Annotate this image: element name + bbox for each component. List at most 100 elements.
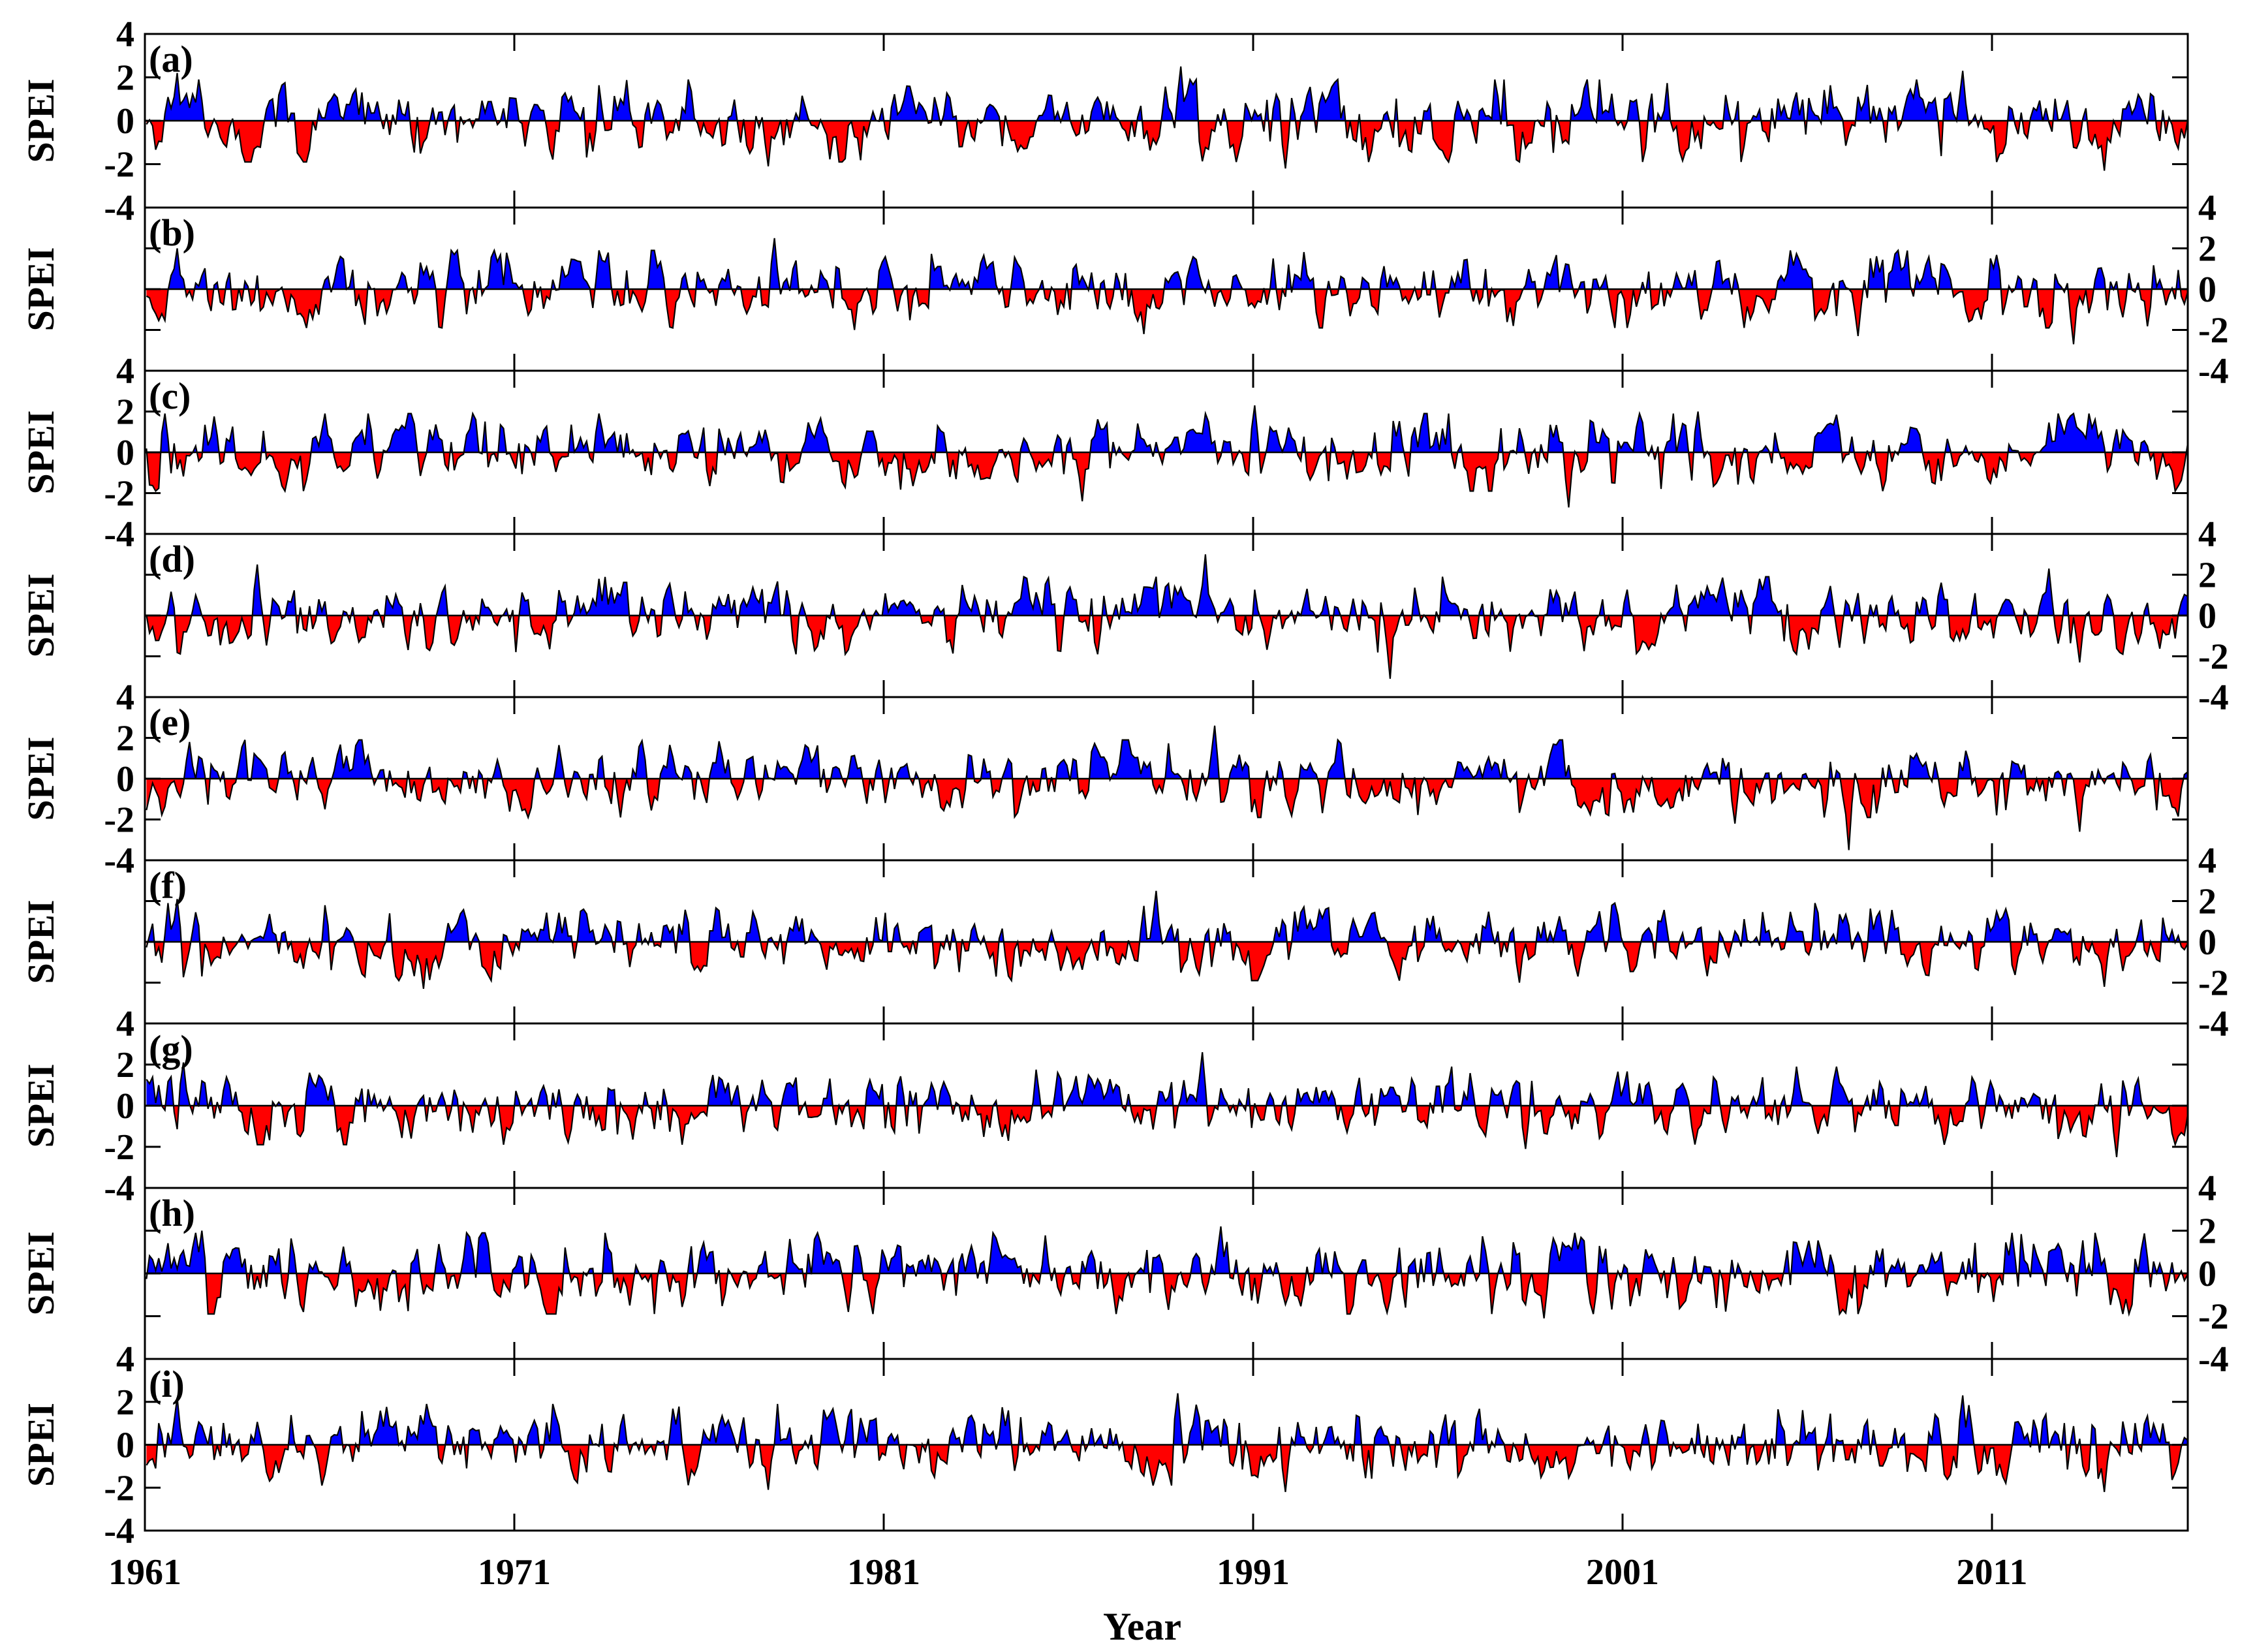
spei-series-line — [146, 554, 2188, 679]
negative-area — [161, 1106, 2188, 1157]
panel-label: (g) — [149, 1027, 193, 1070]
y-tick-label: 0 — [116, 101, 134, 142]
panel-d: 420-2-4(d)SPEI — [20, 514, 2229, 718]
y-tick-label: 2 — [116, 719, 134, 759]
panel-c: 420-2-4 (c) SPEI — [20, 351, 2189, 555]
spei-series-line — [146, 1052, 2188, 1157]
y-tick-label: -2 — [2198, 311, 2229, 351]
y-tick-label: 0 — [116, 433, 134, 473]
y-axis-label: SPEI — [20, 1403, 62, 1487]
y-tick-label: 0 — [116, 1086, 134, 1127]
positive-area — [146, 554, 2188, 616]
y-tick-label: -4 — [2198, 1004, 2229, 1044]
panel-g: 420-2-4 (g) SPEI — [20, 1004, 2189, 1209]
negative-area — [146, 1444, 2183, 1492]
panel-f: 420-2-4(f)SPEI — [20, 841, 2229, 1044]
y-tick-label: -4 — [2198, 678, 2229, 718]
y-tick-label: -2 — [104, 474, 134, 514]
x-tick-label: 2001 — [1586, 1552, 1659, 1593]
panel-a: 420-2-4 (a) SPEI — [20, 14, 2189, 228]
panel-label: (f) — [149, 864, 187, 907]
negative-area — [146, 779, 2184, 850]
y-tick-label: -4 — [2198, 351, 2229, 392]
x-tick-label: 1991 — [1217, 1552, 1290, 1593]
y-tick-label: 0 — [2198, 1254, 2216, 1294]
y-tick-label: 4 — [116, 1004, 134, 1044]
y-tick-label: 0 — [2198, 270, 2216, 310]
panel-label: (h) — [149, 1192, 195, 1234]
y-axis-label: SPEI — [20, 900, 62, 984]
panel-label: (b) — [149, 211, 195, 254]
y-tick-label: -4 — [104, 841, 134, 881]
y-tick-label: 0 — [2198, 922, 2216, 963]
y-tick-label: -4 — [2198, 1339, 2229, 1380]
y-tick-label: -4 — [104, 1168, 134, 1209]
y-tick-label: 2 — [116, 1045, 134, 1085]
negative-area — [146, 942, 2188, 989]
y-tick-label: 4 — [116, 14, 134, 55]
negative-area — [146, 616, 2179, 679]
y-tick-label: 4 — [116, 678, 134, 718]
y-tick-label: 0 — [116, 1426, 134, 1466]
y-tick-label: 2 — [2198, 882, 2216, 922]
y-tick-label: -4 — [104, 514, 134, 555]
y-tick-label: 4 — [116, 351, 134, 392]
panel-label: (d) — [149, 538, 195, 580]
y-tick-label: -2 — [104, 1468, 134, 1508]
panel-i: 420-2-4 (i) SPEI — [20, 1339, 2189, 1551]
y-tick-label: -2 — [2198, 1297, 2229, 1337]
y-tick-label: -2 — [104, 145, 134, 185]
panel-label: (c) — [149, 375, 191, 417]
negative-area — [146, 289, 2188, 345]
spei-series-line — [146, 238, 2188, 345]
positive-area — [148, 890, 2180, 942]
panels-group: 420-2-4(a)SPEI420-2-4(b)SPEI420-2-4(c)SP… — [20, 14, 2229, 1593]
positive-area — [146, 1052, 2143, 1106]
positive-area — [146, 405, 2188, 452]
panel-label: (e) — [149, 701, 191, 743]
y-axis-label: SPEI — [20, 1232, 62, 1316]
y-tick-label: -2 — [104, 1127, 134, 1168]
positive-area — [183, 725, 2188, 779]
y-tick-label: 2 — [2198, 555, 2216, 596]
y-axis-label: SPEI — [20, 79, 62, 163]
positive-area — [149, 66, 2171, 121]
y-axis-label: SPEI — [20, 411, 62, 495]
y-tick-label: -2 — [2198, 637, 2229, 678]
panel-e: 420-2-4 (e) SPEI — [20, 678, 2189, 881]
y-tick-label: 4 — [2198, 514, 2216, 555]
spei-series-line — [146, 66, 2188, 171]
spei-series-line — [146, 1393, 2188, 1492]
spei-series-line — [146, 405, 2188, 508]
positive-area — [157, 1393, 2188, 1445]
spei-series-line — [146, 890, 2188, 990]
y-axis-label: SPEI — [20, 247, 62, 332]
positive-area — [147, 1226, 2183, 1273]
spei-series-line — [146, 725, 2188, 850]
y-tick-label: 2 — [2198, 1211, 2216, 1252]
x-axis-label: Year — [1103, 1605, 1181, 1648]
x-tick-label: 2011 — [1957, 1552, 2028, 1593]
y-tick-label: -2 — [104, 800, 134, 841]
y-tick-label: 4 — [2198, 188, 2216, 228]
negative-area — [146, 1273, 2188, 1318]
x-tick-label: 1981 — [847, 1552, 920, 1593]
y-tick-label: 4 — [116, 1339, 134, 1380]
y-tick-label: 4 — [2198, 841, 2216, 881]
y-tick-label: 2 — [116, 1382, 134, 1423]
negative-area — [146, 121, 2188, 171]
y-axis-label: SPEI — [20, 574, 62, 658]
y-axis-label: SPEI — [20, 737, 62, 821]
y-tick-label: 2 — [116, 392, 134, 433]
y-tick-label: 0 — [2198, 596, 2216, 636]
y-axis-label: SPEI — [20, 1064, 62, 1148]
y-tick-label: 2 — [2198, 229, 2216, 270]
panel-b: 420-2-4(b)SPEI — [20, 188, 2229, 392]
panel-h: 420-2-4(h)SPEI — [20, 1168, 2229, 1380]
y-tick-label: -4 — [104, 188, 134, 228]
panel-label: (i) — [149, 1363, 185, 1405]
y-tick-label: -2 — [2198, 963, 2229, 1004]
spei-series-line — [146, 1226, 2188, 1318]
x-tick-label: 1971 — [478, 1552, 551, 1593]
y-tick-label: 2 — [116, 58, 134, 99]
